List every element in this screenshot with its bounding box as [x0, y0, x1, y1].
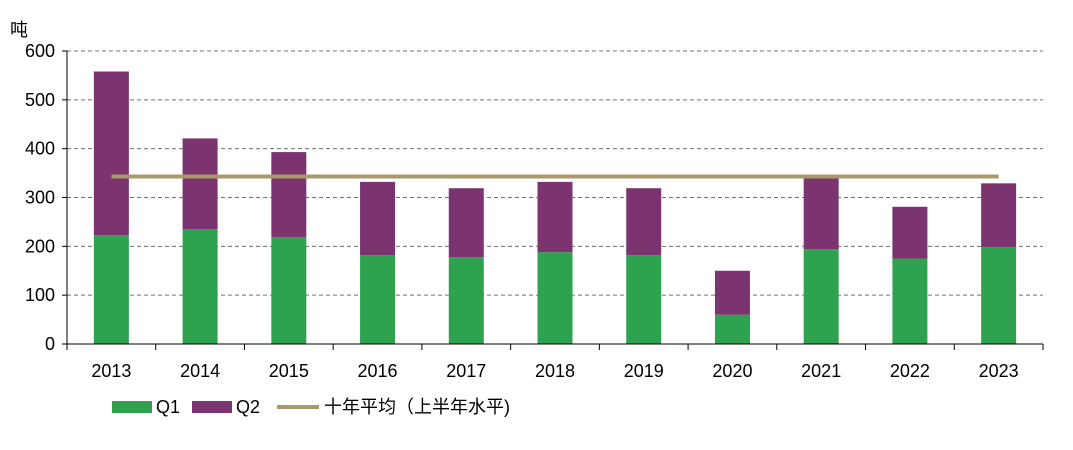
legend: Q1 Q2 十年平均（上半年水平) — [112, 397, 510, 417]
bar-q2-2018 — [537, 181, 573, 253]
bar-q1-2014 — [182, 229, 218, 344]
bar-q1-2021 — [803, 249, 839, 344]
x-tick-label: 2019 — [624, 361, 664, 381]
x-tick-label: 2014 — [180, 361, 220, 381]
x-tick-label: 2018 — [535, 361, 575, 381]
y-tick-label: 200 — [25, 236, 55, 256]
bar-q2-2017 — [448, 188, 484, 258]
bars — [93, 71, 1017, 344]
y-tick-label: 300 — [25, 188, 55, 208]
x-tick-label: 2022 — [890, 361, 930, 381]
bar-q2-2020 — [714, 270, 750, 315]
bar-q1-2020 — [714, 314, 750, 344]
bar-q2-2019 — [626, 188, 662, 256]
x-tick-label: 2016 — [358, 361, 398, 381]
bar-q2-2014 — [182, 138, 218, 230]
bar-q1-2013 — [93, 235, 129, 344]
bar-q1-2019 — [626, 255, 662, 344]
x-tick-label: 2017 — [446, 361, 486, 381]
bar-q1-2017 — [448, 257, 484, 344]
legend-label: Q1 — [156, 397, 180, 417]
axes — [66, 51, 1043, 345]
bar-q2-2013 — [93, 71, 129, 236]
bar-q1-2015 — [271, 237, 307, 344]
legend-label: Q2 — [236, 397, 260, 417]
y-tick-label: 500 — [25, 90, 55, 110]
x-tick-label: 2013 — [91, 361, 131, 381]
legend-swatch-q1 — [112, 401, 152, 413]
y-axis-ticks: 0 100 200 300 400 500 600 — [25, 41, 67, 354]
gridlines — [67, 50, 1043, 296]
y-axis-label: 吨 — [10, 20, 28, 40]
bar-q1-2022 — [892, 258, 928, 344]
bar-q2-2021 — [803, 176, 839, 250]
bar-q2-2023 — [981, 183, 1017, 248]
x-tick-label: 2023 — [979, 361, 1019, 381]
bar-q1-2016 — [360, 255, 396, 344]
bar-q2-2016 — [360, 181, 396, 256]
y-tick-label: 400 — [25, 139, 55, 159]
x-tick-label: 2021 — [801, 361, 841, 381]
bar-q1-2018 — [537, 252, 573, 344]
bar-q2-2015 — [271, 152, 307, 238]
x-tick-label: 2020 — [712, 361, 752, 381]
y-tick-label: 0 — [45, 334, 55, 354]
legend-swatch-q2 — [192, 401, 232, 413]
x-axis-ticks: 2013 2014 2015 2016 2017 2018 2019 2020 2021 2022… — [66, 344, 1044, 381]
bar-q2-2022 — [892, 206, 928, 259]
y-tick-label: 100 — [25, 285, 55, 305]
bar-q1-2023 — [981, 247, 1017, 344]
legend-label: 十年平均（上半年水平) — [324, 397, 510, 417]
y-tick-label: 600 — [25, 41, 55, 61]
x-tick-label: 2015 — [269, 361, 309, 381]
